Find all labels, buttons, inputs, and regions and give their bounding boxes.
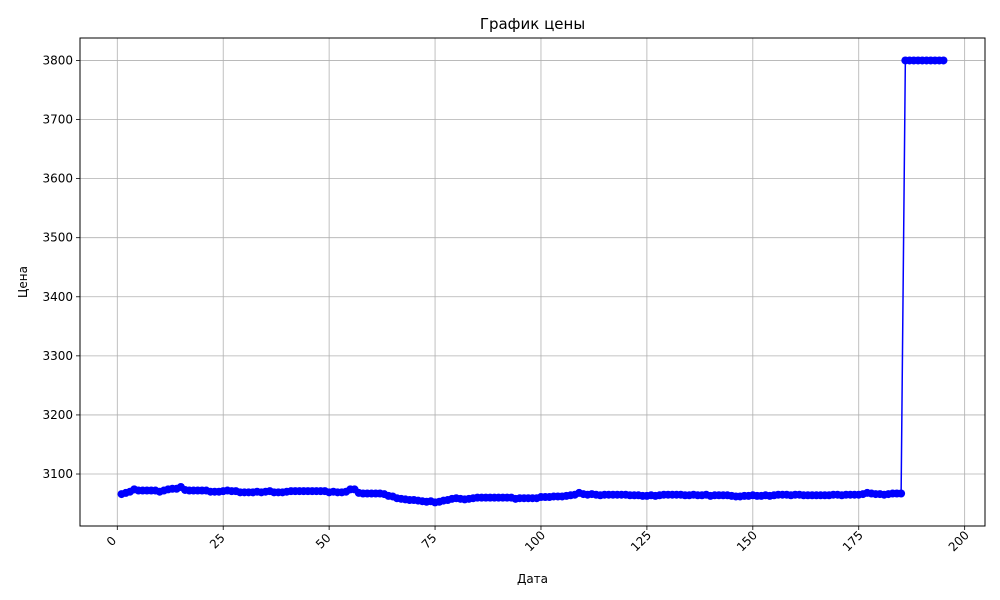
series-layer [117, 56, 948, 507]
chart-title: График цены [480, 15, 585, 33]
price-point [939, 56, 948, 65]
x-axis-label: Дата [517, 572, 548, 586]
y-tick-label: 3100 [42, 467, 73, 481]
y-axis-label: Цена [16, 266, 30, 298]
y-tick-label: 3600 [42, 172, 73, 186]
plot-frame [79, 37, 986, 527]
y-tick-label: 3200 [42, 408, 73, 422]
grid [80, 38, 985, 526]
y-tick-label: 3500 [42, 231, 73, 245]
y-tick-label: 3800 [42, 53, 73, 67]
y-axis: 3100 3200 3300 3400 3500 3600 3700 3800 [42, 53, 80, 481]
price-point [897, 489, 906, 498]
y-tick-label: 3700 [42, 113, 73, 127]
y-tick-label: 3400 [42, 290, 73, 304]
y-tick-label: 3300 [42, 349, 73, 363]
